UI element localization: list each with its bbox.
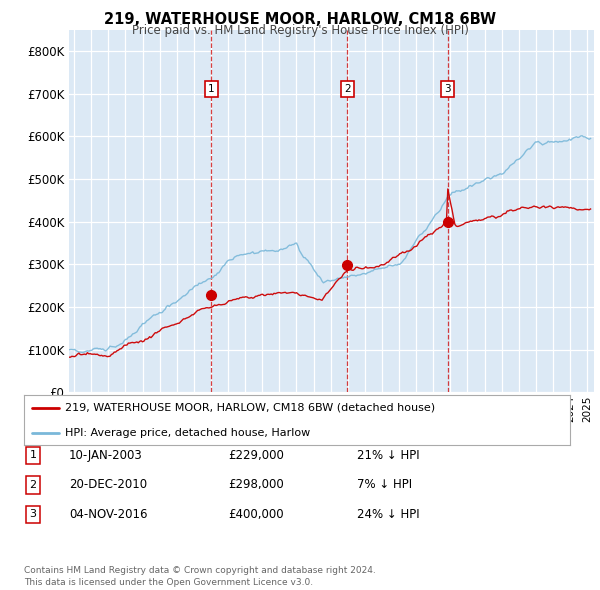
Text: 1: 1 bbox=[208, 84, 215, 94]
Text: 219, WATERHOUSE MOOR, HARLOW, CM18 6BW (detached house): 219, WATERHOUSE MOOR, HARLOW, CM18 6BW (… bbox=[65, 403, 435, 413]
Text: 20-DEC-2010: 20-DEC-2010 bbox=[69, 478, 147, 491]
Text: 10-JAN-2003: 10-JAN-2003 bbox=[69, 449, 143, 462]
Text: Price paid vs. HM Land Registry's House Price Index (HPI): Price paid vs. HM Land Registry's House … bbox=[131, 24, 469, 37]
Text: 7% ↓ HPI: 7% ↓ HPI bbox=[357, 478, 412, 491]
Text: 04-NOV-2016: 04-NOV-2016 bbox=[69, 508, 148, 521]
Text: 2: 2 bbox=[29, 480, 37, 490]
Text: £400,000: £400,000 bbox=[228, 508, 284, 521]
Text: 24% ↓ HPI: 24% ↓ HPI bbox=[357, 508, 419, 521]
Text: 3: 3 bbox=[29, 510, 37, 519]
Text: 1: 1 bbox=[29, 451, 37, 460]
Text: Contains HM Land Registry data © Crown copyright and database right 2024.
This d: Contains HM Land Registry data © Crown c… bbox=[24, 566, 376, 587]
Text: £229,000: £229,000 bbox=[228, 449, 284, 462]
Text: 21% ↓ HPI: 21% ↓ HPI bbox=[357, 449, 419, 462]
Text: 219, WATERHOUSE MOOR, HARLOW, CM18 6BW: 219, WATERHOUSE MOOR, HARLOW, CM18 6BW bbox=[104, 12, 496, 27]
Text: £298,000: £298,000 bbox=[228, 478, 284, 491]
Text: 3: 3 bbox=[445, 84, 451, 94]
Text: 2: 2 bbox=[344, 84, 350, 94]
Text: HPI: Average price, detached house, Harlow: HPI: Average price, detached house, Harl… bbox=[65, 428, 310, 438]
